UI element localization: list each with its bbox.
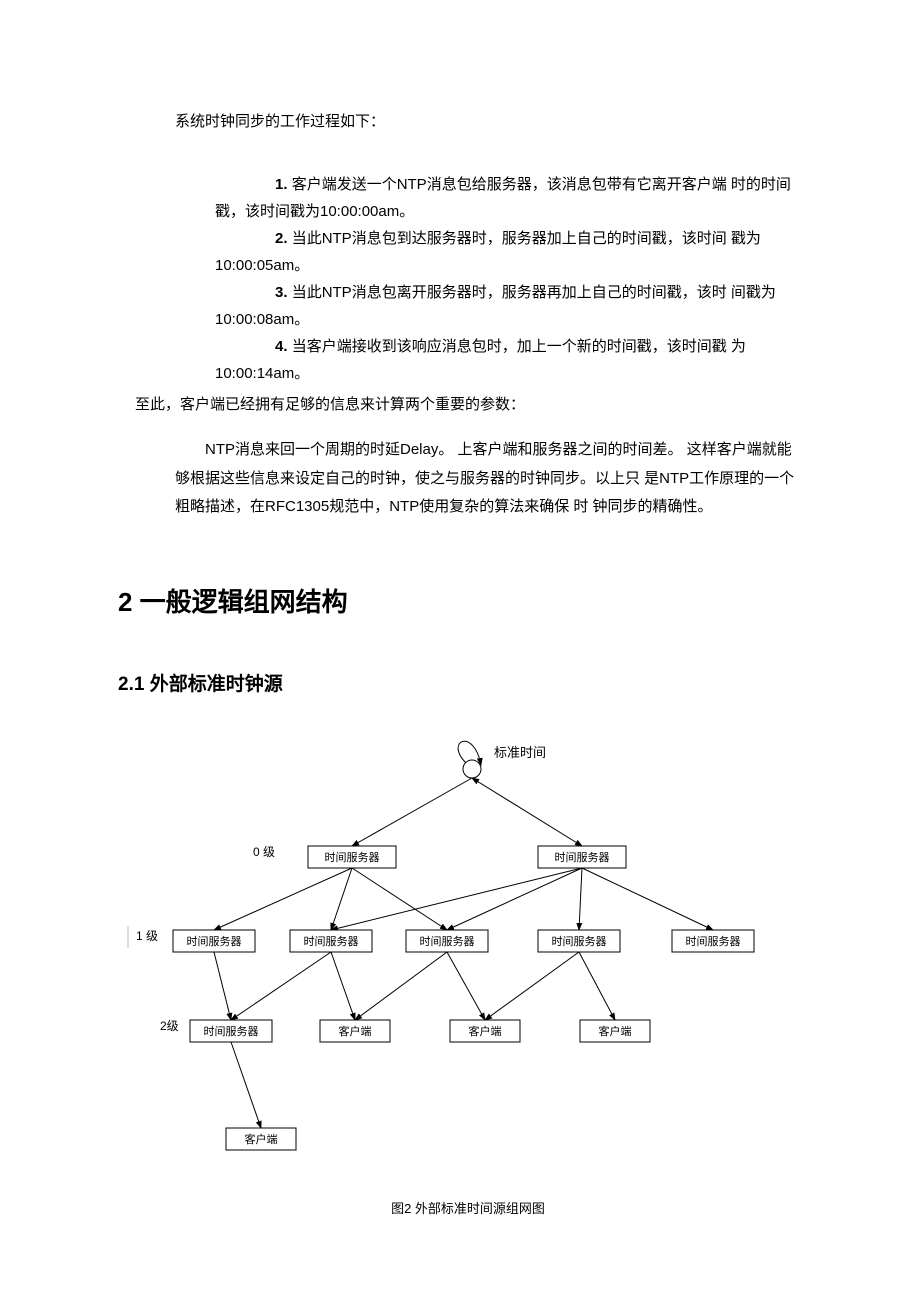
- step-num: 4.: [275, 338, 288, 355]
- svg-text:2级: 2级: [160, 1019, 179, 1033]
- svg-text:时间服务器: 时间服务器: [686, 934, 741, 947]
- figure-caption: 图2 外部标准时间源组网图: [118, 1198, 818, 1217]
- svg-text:客户端: 客户端: [469, 1023, 502, 1037]
- step-4: 4. 当客户端接收到该响应消息包时，加上一个新的时间戳，该时间戳 为 10:00…: [215, 333, 795, 387]
- after-list-text: 至此，客户端已经拥有足够的信息来计算两个重要的参数：: [135, 391, 795, 418]
- svg-text:时间服务器: 时间服务器: [555, 850, 610, 863]
- network-diagram: 标准时间时间服务器时间服务器时间服务器时间服务器时间服务器时间服务器时间服务器时…: [118, 736, 818, 1166]
- svg-text:时间服务器: 时间服务器: [420, 934, 475, 947]
- steps-block: 1. 客户端发送一个NTP消息包给服务器，该消息包带有它离开客户端 时的时间戳，…: [215, 171, 795, 387]
- svg-text:时间服务器: 时间服务器: [325, 850, 380, 863]
- svg-text:客户端: 客户端: [599, 1023, 632, 1037]
- step-text: 当客户端接收到该响应消息包时，加上一个新的时间戳，该时间戳 为 10:00:14…: [215, 338, 746, 382]
- step-num: 2.: [275, 230, 288, 247]
- svg-text:客户端: 客户端: [339, 1023, 372, 1037]
- section-heading-2: 2 一般逻辑组网结构: [118, 582, 920, 619]
- svg-text:时间服务器: 时间服务器: [304, 934, 359, 947]
- step-3: 3. 当此NTP消息包离开服务器时，服务器再加上自己的时间戳，该时 间戳为 10…: [215, 279, 795, 333]
- step-1: 1. 客户端发送一个NTP消息包给服务器，该消息包带有它离开客户端 时的时间戳，…: [215, 171, 795, 225]
- svg-text:0 级: 0 级: [253, 845, 275, 859]
- svg-text:时间服务器: 时间服务器: [552, 934, 607, 947]
- tree-diagram-svg: 标准时间时间服务器时间服务器时间服务器时间服务器时间服务器时间服务器时间服务器时…: [118, 736, 818, 1166]
- step-num: 3.: [275, 284, 288, 301]
- step-text: 当此NTP消息包离开服务器时，服务器再加上自己的时间戳，该时 间戳为 10:00…: [215, 284, 776, 328]
- step-text: 客户端发送一个NTP消息包给服务器，该消息包带有它离开客户端 时的时间戳，该时间…: [215, 176, 791, 220]
- svg-text:1 级: 1 级: [136, 929, 158, 943]
- paragraph: NTP消息来回一个周期的时延Delay。 上客户端和服务器之间的时间差。 这样客…: [175, 436, 795, 522]
- step-num: 1.: [275, 176, 288, 193]
- svg-text:时间服务器: 时间服务器: [187, 934, 242, 947]
- svg-text:客户端: 客户端: [245, 1131, 278, 1145]
- section-heading-2-1: 2.1 外部标准时钟源: [118, 669, 920, 696]
- svg-text:时间服务器: 时间服务器: [204, 1024, 259, 1037]
- step-text: 当此NTP消息包到达服务器时，服务器加上自己的时间戳，该时间 戳为 10:00:…: [215, 230, 761, 274]
- intro-text: 系统时钟同步的工作过程如下：: [175, 110, 920, 131]
- step-2: 2. 当此NTP消息包到达服务器时，服务器加上自己的时间戳，该时间 戳为 10:…: [215, 225, 795, 279]
- svg-text:标准时间: 标准时间: [494, 745, 546, 760]
